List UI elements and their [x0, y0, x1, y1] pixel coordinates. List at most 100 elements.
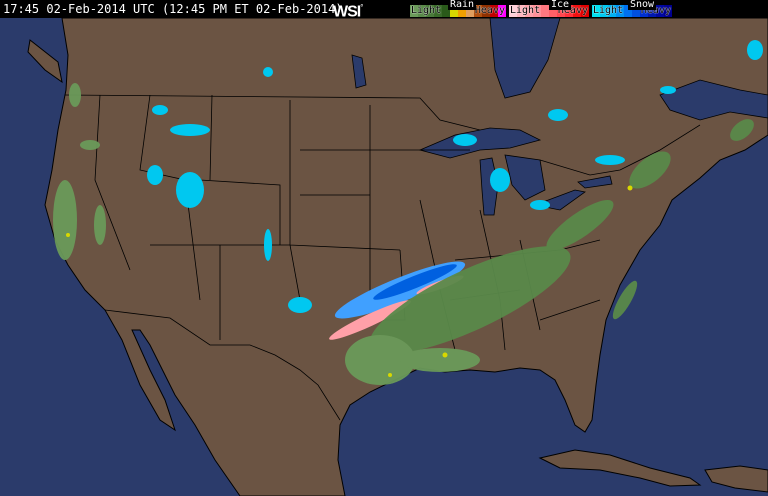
us-canada-border [64, 94, 701, 176]
legend-swatch [482, 5, 490, 17]
precipitation-overlay [53, 40, 763, 385]
legend-ice: Light Ice Heavy [509, 0, 589, 17]
rain-wa [69, 83, 81, 107]
rain-appalachia [546, 200, 614, 250]
cell-ms [442, 352, 448, 358]
legend-swatch [525, 5, 533, 17]
snow-quebec [660, 86, 676, 94]
rain-oregon [80, 140, 100, 150]
legend-swatch [458, 5, 466, 17]
snow-labrador [747, 40, 763, 60]
legend-swatch [434, 5, 442, 17]
vancouver-island [27, 39, 63, 84]
wsi-logo: WSI° [333, 0, 364, 21]
cell-la [388, 373, 392, 377]
legend-swatch [466, 5, 474, 17]
legend-swatch [442, 5, 450, 17]
snow-band-core [373, 264, 457, 300]
legend-swatch [474, 5, 482, 17]
legend-swatch [541, 5, 549, 17]
rain-gulf-coast [400, 348, 480, 372]
rain-light-label: Light [411, 5, 442, 16]
lake-winnipeg [351, 54, 367, 89]
legend-swatch [624, 5, 632, 17]
legend-swatch [648, 5, 656, 17]
cell-ne [627, 185, 633, 191]
gulf-of-st-lawrence [659, 79, 768, 121]
lake-superior [418, 127, 542, 159]
snow-manitoba [263, 67, 273, 77]
snow-colorado [264, 229, 272, 261]
precip-legend: Light Rain Heavy Light Ice Heavy Light Snow He… [410, 0, 675, 17]
snow-michigan [490, 168, 510, 192]
legend-snow: Light Snow Heavy [592, 0, 672, 17]
rain-title: Rain [448, 0, 477, 10]
legend-swatch [600, 5, 608, 17]
cell-ca [66, 233, 70, 237]
legend-swatch [490, 5, 498, 17]
north-america-landmass [44, 18, 768, 496]
snow-heavy-label: Heavy [640, 5, 671, 16]
legend-swatch [656, 5, 664, 17]
snow-idaho [176, 172, 204, 208]
legend-swatch [664, 5, 672, 17]
ice-heavy-label: Heavy [557, 5, 588, 16]
ice-title: Ice [549, 0, 572, 10]
snow-montana [170, 124, 210, 136]
legend-swatch [608, 5, 616, 17]
land [27, 18, 768, 496]
snow-wisconsin [453, 134, 477, 146]
snow-nevada [147, 165, 163, 185]
legend-swatch [418, 5, 426, 17]
snow-light-label: Light [593, 5, 624, 16]
legend-swatch [557, 5, 565, 17]
rain-nova-scotia [730, 119, 754, 141]
snow-nm [288, 297, 312, 313]
lake-ontario [577, 175, 613, 189]
legend-swatch [450, 5, 458, 17]
rain-echoes [53, 83, 754, 385]
legend-swatch [565, 5, 573, 17]
snow-echoes [147, 40, 763, 319]
ice-light-label: Light [510, 5, 541, 16]
legend-swatch [640, 5, 648, 17]
legend-swatch [549, 5, 557, 17]
snow-title: Snow [628, 0, 657, 10]
rain-atlantic [612, 280, 638, 320]
lake-huron [504, 154, 546, 201]
rain-sierra [94, 205, 106, 245]
snow-ohio [530, 200, 550, 210]
legend-swatch [592, 5, 600, 17]
legend-swatch [581, 5, 589, 17]
inland-water [351, 18, 768, 216]
rain-northeast [629, 151, 671, 189]
snow-wa [152, 105, 168, 115]
us-mexico-border [104, 309, 341, 421]
snow-ny [595, 155, 625, 165]
snow-ontario [548, 109, 568, 121]
logo-text: WSI [333, 3, 361, 21]
legend-swatch [410, 5, 418, 17]
map-canvas [27, 18, 768, 496]
legend-rain: Light Rain Heavy [410, 0, 506, 17]
rain-california [53, 180, 77, 260]
hispaniola [704, 465, 768, 493]
legend-swatch [616, 5, 624, 17]
legend-swatch [533, 5, 541, 17]
ice-band [329, 300, 411, 340]
legend-swatch [498, 5, 506, 17]
heavy-rain-cells [66, 185, 633, 377]
legend-swatch [509, 5, 517, 17]
header-bar: 17:45 02-Feb-2014 UTC (12:45 PM ET 02-Fe… [0, 0, 768, 21]
legend-swatch [632, 5, 640, 17]
rain-south-band [369, 246, 571, 354]
timestamp: 17:45 02-Feb-2014 UTC (12:45 PM ET 02-Fe… [3, 2, 343, 16]
hudson-bay-region [489, 18, 561, 99]
rain-heavy-label: Heavy [474, 5, 505, 16]
state-borders [64, 94, 701, 421]
logo-mark: ° [360, 3, 363, 12]
cuba [538, 449, 702, 487]
legend-swatch [573, 5, 581, 17]
rain-texas [345, 335, 415, 385]
